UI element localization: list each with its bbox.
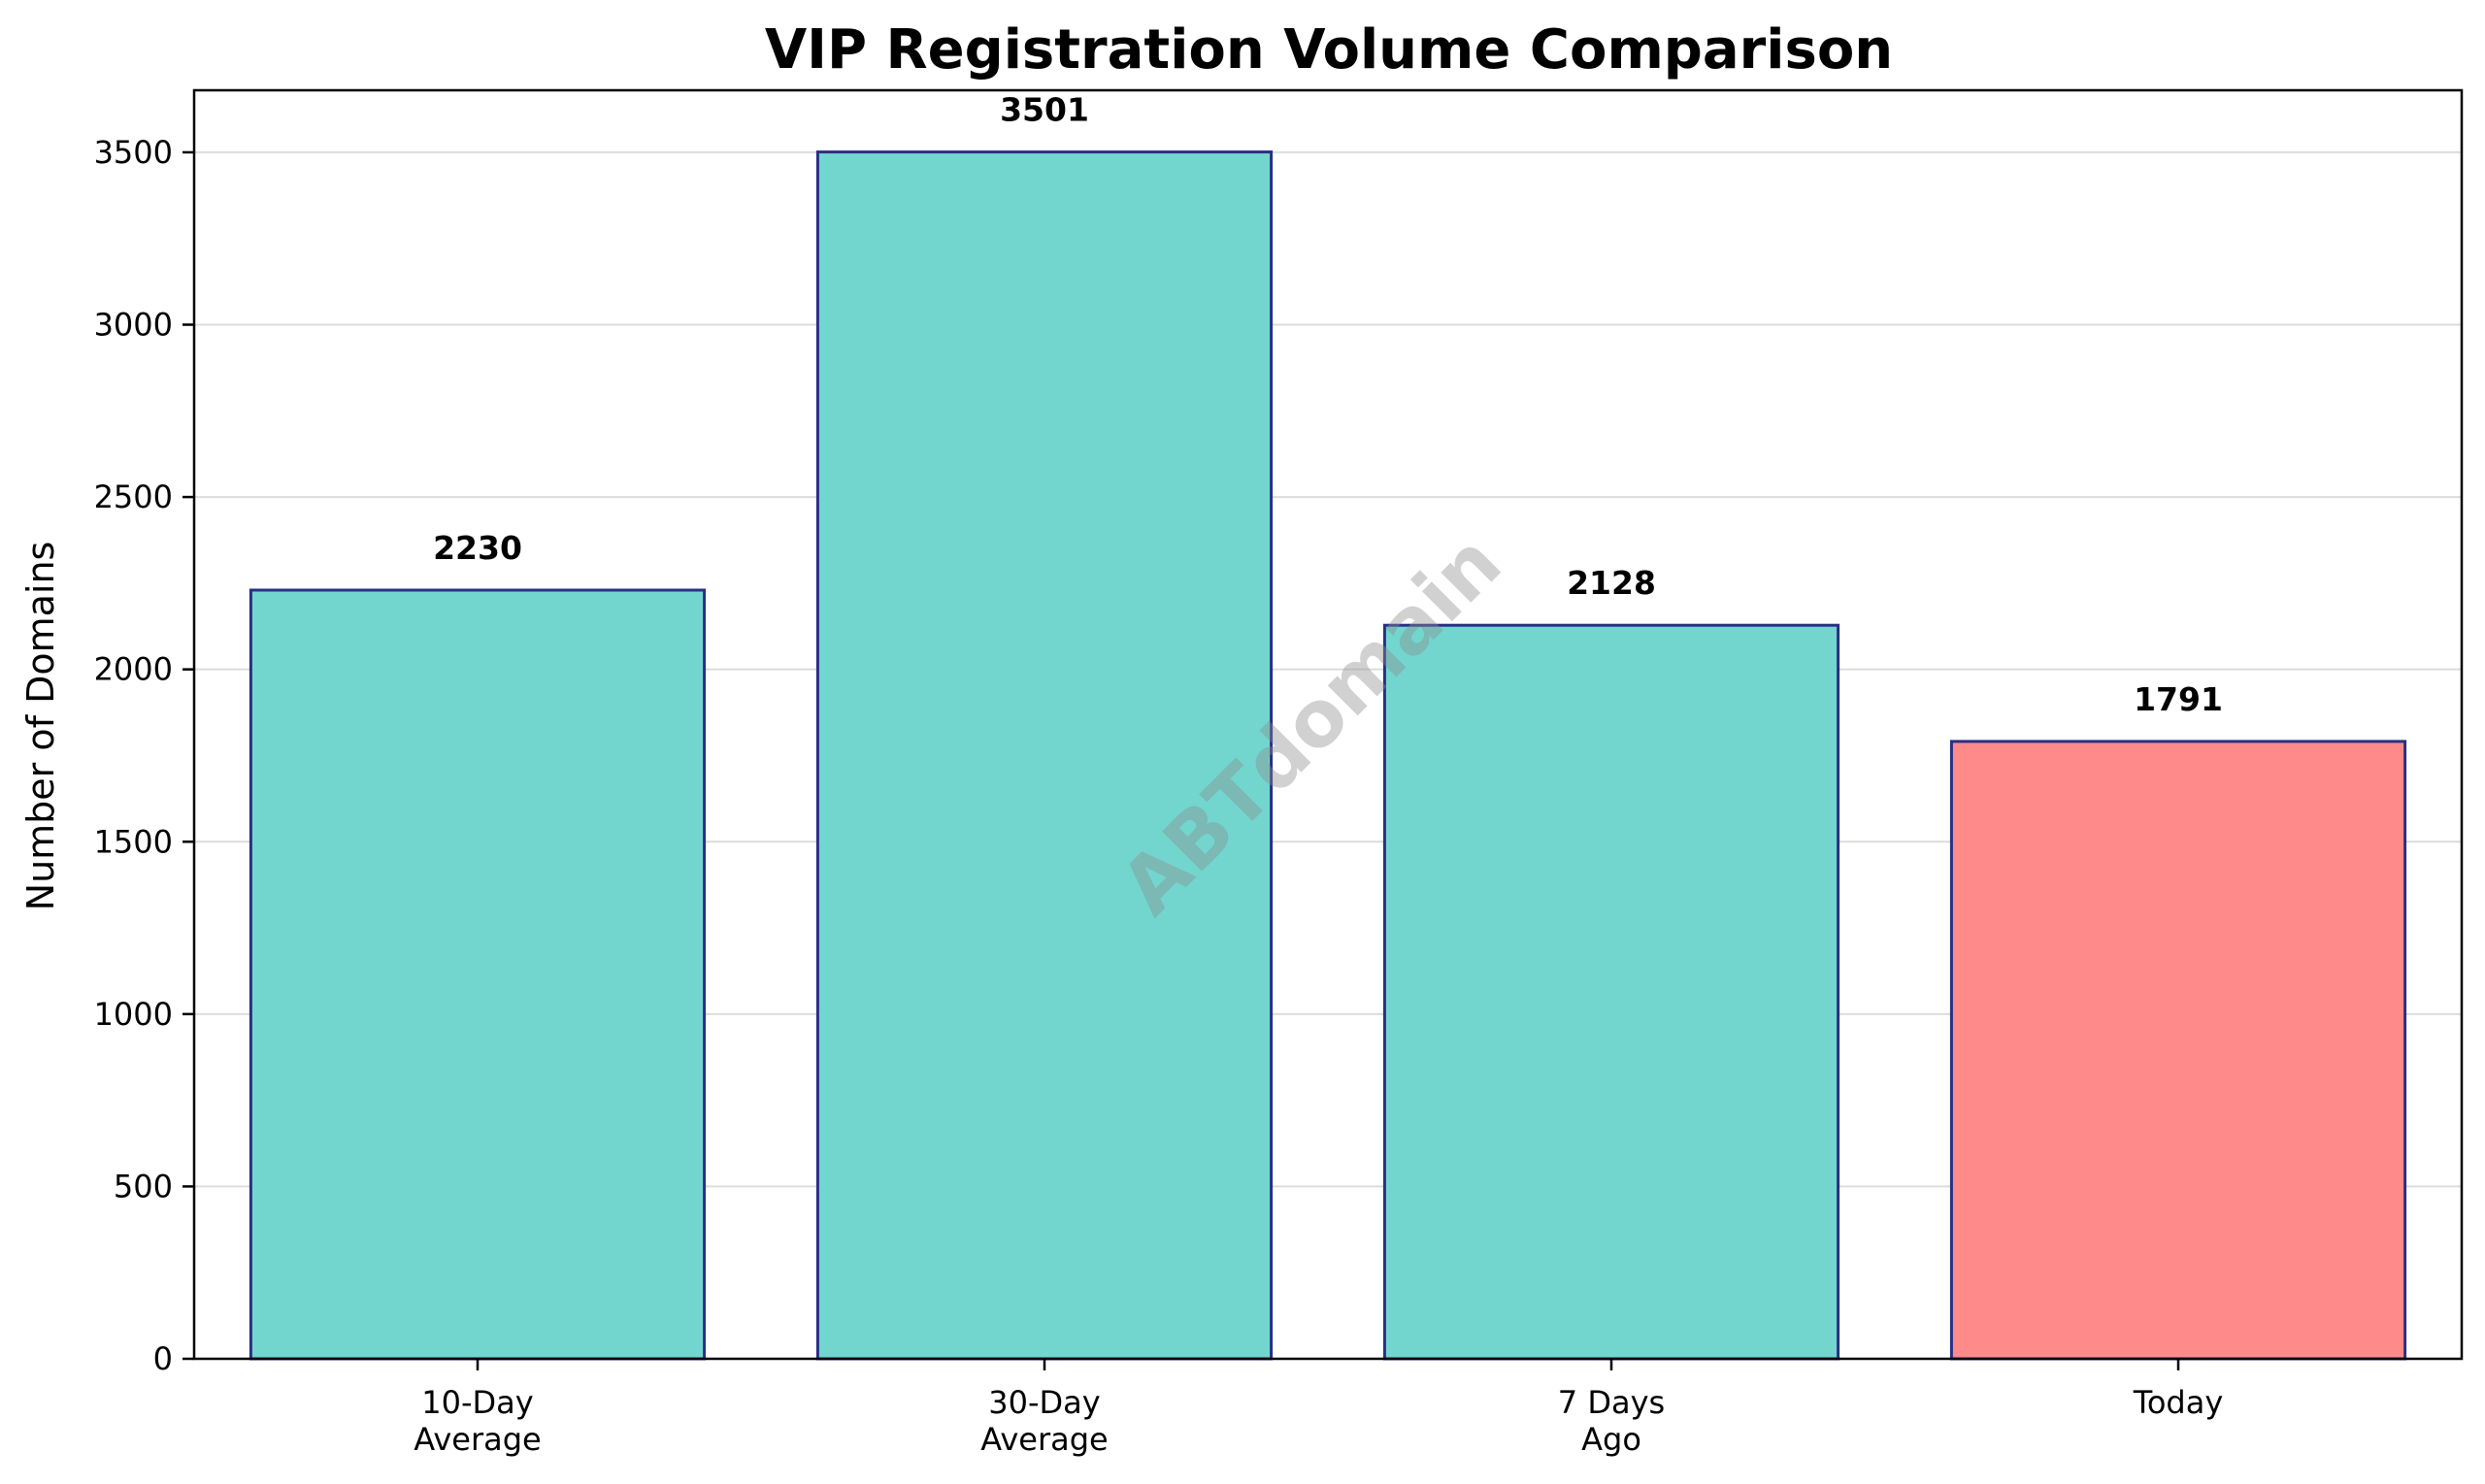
x-tick-label-line: Average [414, 1421, 541, 1458]
x-tick-label: 10-Day Average [414, 1384, 541, 1458]
bar [815, 150, 1274, 1361]
x-tick-label-line: Today [2133, 1384, 2224, 1421]
y-tick-label: 2500 [94, 478, 173, 515]
x-tick-label-line: Ago [1581, 1421, 1641, 1458]
y-tick-label: 1000 [94, 996, 173, 1033]
chart-title: VIP Registration Volume Comparison [765, 18, 1893, 82]
y-tick-label: 2000 [94, 651, 173, 688]
x-tick-label-line: 10-Day [421, 1384, 533, 1421]
bar [1382, 623, 1840, 1361]
bar-value-label: 2128 [1567, 564, 1656, 602]
y-axis-label: Number of Domains [19, 542, 62, 911]
y-tick-label: 500 [114, 1168, 173, 1204]
y-tick-label: 0 [153, 1340, 173, 1377]
bar [1949, 740, 2407, 1361]
x-tick-label: 30-Day Average [980, 1384, 1108, 1458]
x-tick-label-line: 7 Days [1558, 1384, 1665, 1421]
x-tick-label-line: 30-Day [988, 1384, 1100, 1421]
bar-value-label: 2230 [433, 529, 522, 567]
plot-frame [192, 88, 2464, 1361]
bar [248, 588, 707, 1361]
y-tick-label: 3500 [94, 134, 173, 171]
y-tick-label: 1500 [94, 823, 173, 860]
x-tick-label: 7 Days Ago [1558, 1384, 1665, 1458]
bar-value-label: 1791 [2134, 680, 2223, 718]
x-tick-label: Today [2133, 1384, 2224, 1421]
bar-value-label: 3501 [1000, 91, 1089, 129]
x-tick-label-line: Average [980, 1421, 1108, 1458]
y-tick-label: 3000 [94, 307, 173, 344]
labels: 2230 3501 2128 1791 [433, 91, 2223, 718]
